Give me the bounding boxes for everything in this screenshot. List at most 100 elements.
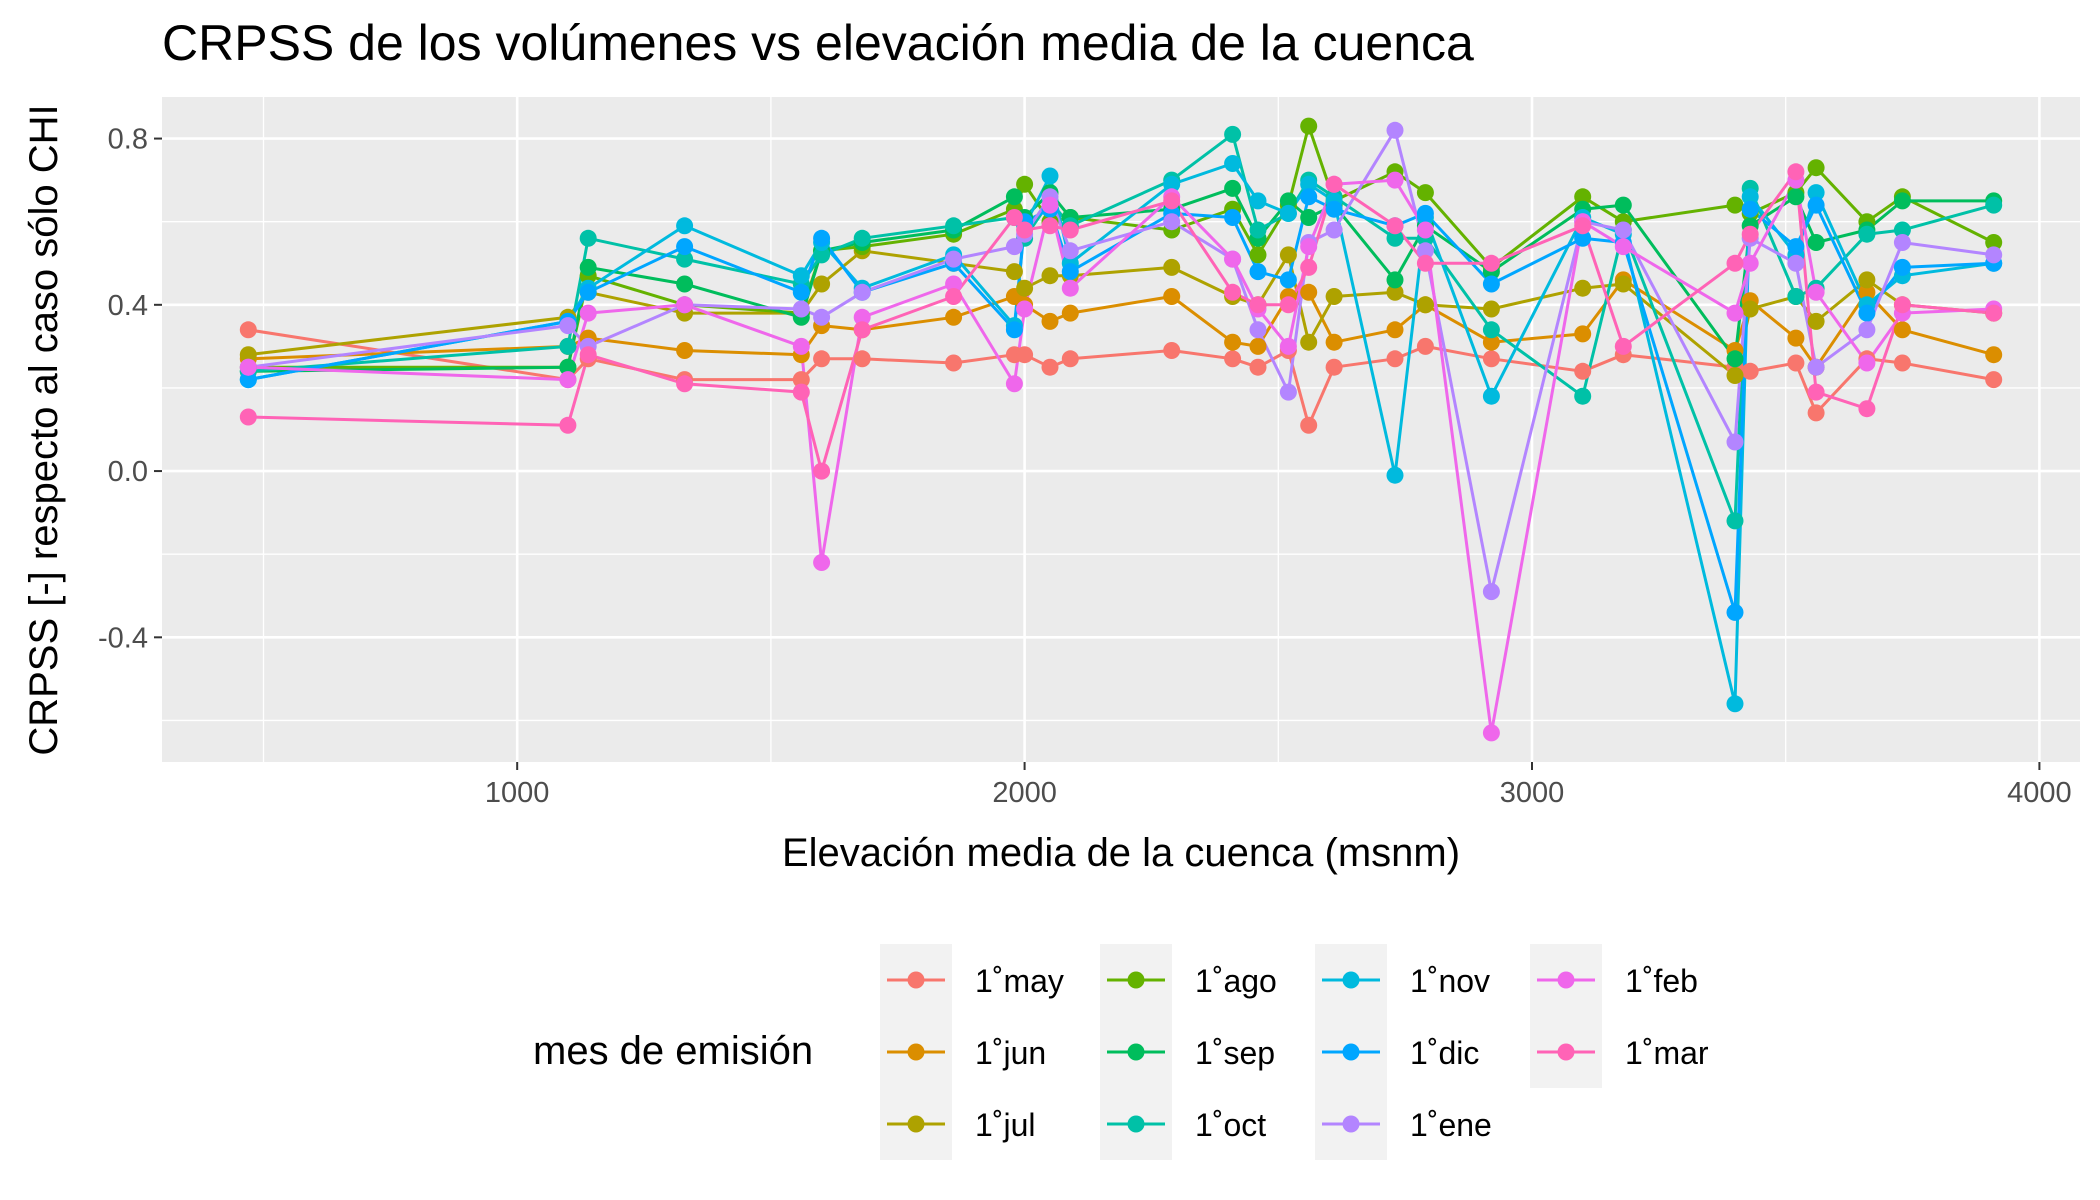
data-point-series-11 — [1016, 221, 1034, 239]
data-point-series-1 — [853, 350, 871, 368]
data-point-series-6 — [1386, 229, 1404, 247]
data-point-series-1 — [1787, 354, 1805, 372]
legend-label: 1˚ago — [1195, 963, 1277, 999]
data-point-series-11 — [1041, 217, 1059, 235]
data-point-series-8 — [579, 283, 597, 301]
data-point-series-1 — [1741, 362, 1759, 380]
data-point-series-11 — [1386, 217, 1404, 235]
legend-key-point — [907, 1115, 925, 1133]
data-point-series-9 — [1985, 246, 2003, 264]
data-point-series-11 — [239, 408, 257, 426]
legend-item: 1˚feb — [1530, 944, 1698, 1016]
legend-item: 1˚mar — [1530, 1016, 1709, 1088]
data-point-series-10 — [579, 304, 597, 322]
data-point-series-5 — [1005, 188, 1023, 206]
y-axis: -0.4 0.0 0.4 0.8 — [98, 124, 162, 654]
data-point-series-9 — [1325, 221, 1343, 239]
data-point-series-7 — [676, 217, 694, 235]
data-point-series-7 — [1300, 175, 1318, 193]
data-point-series-5 — [1614, 196, 1632, 214]
legend-label: 1˚may — [975, 963, 1064, 999]
data-point-series-10 — [1416, 221, 1434, 239]
data-point-series-9 — [1279, 383, 1297, 401]
legend-item: 1˚ago — [1100, 944, 1277, 1016]
data-point-series-9 — [1614, 221, 1632, 239]
data-point-series-5 — [1224, 179, 1242, 197]
data-point-series-11 — [1893, 296, 1911, 314]
data-point-series-9 — [813, 308, 831, 326]
data-point-series-2 — [1249, 337, 1267, 355]
data-point-series-9 — [1416, 242, 1434, 260]
data-point-series-6 — [1482, 321, 1500, 339]
data-point-series-7 — [1726, 695, 1744, 713]
data-point-series-10 — [1858, 354, 1876, 372]
legend-key-point — [1127, 1115, 1145, 1133]
data-point-series-1 — [1893, 354, 1911, 372]
data-point-series-7 — [1741, 188, 1759, 206]
data-point-series-5 — [1300, 209, 1318, 226]
data-point-series-2 — [1985, 346, 2003, 364]
data-point-series-3 — [1726, 367, 1744, 384]
data-point-series-6 — [813, 246, 831, 264]
data-point-series-2 — [1858, 283, 1876, 301]
data-point-series-6 — [676, 250, 694, 268]
x-tick-label: 4000 — [2007, 777, 2072, 809]
x-axis: 1000 2000 3000 4000 — [485, 762, 2072, 809]
data-point-series-8 — [792, 283, 810, 301]
data-point-series-9 — [1163, 213, 1181, 231]
data-point-series-10 — [813, 554, 831, 571]
data-point-series-2 — [1787, 329, 1805, 347]
data-point-series-5 — [1787, 188, 1805, 206]
data-point-series-9 — [1386, 121, 1404, 139]
data-point-series-8 — [813, 229, 831, 247]
data-point-series-1 — [1016, 346, 1034, 364]
data-point-series-1 — [1163, 342, 1181, 359]
x-tick-label: 1000 — [485, 777, 550, 809]
data-point-series-8 — [1893, 258, 1911, 276]
data-point-series-11 — [945, 288, 963, 305]
data-point-series-3 — [1041, 267, 1059, 285]
y-tick-label: 0.0 — [108, 456, 148, 488]
data-point-series-2 — [1482, 333, 1500, 351]
data-point-series-11 — [1224, 283, 1242, 301]
data-point-series-3 — [1163, 258, 1181, 276]
data-point-series-8 — [239, 371, 257, 389]
data-point-series-6 — [1224, 125, 1242, 143]
data-point-series-7 — [1249, 192, 1267, 210]
data-point-series-7 — [1807, 184, 1825, 202]
data-point-series-9 — [1893, 234, 1911, 251]
data-point-series-7 — [1386, 466, 1404, 484]
data-point-series-7 — [1482, 387, 1500, 405]
data-point-series-1 — [792, 371, 810, 389]
data-point-series-1 — [1482, 350, 1500, 368]
legend-item: 1˚sep — [1100, 1016, 1275, 1088]
data-point-series-9 — [792, 300, 810, 318]
legend-item: 1˚dic — [1315, 1016, 1479, 1088]
data-point-series-4 — [1416, 184, 1434, 202]
data-point-series-4 — [1300, 117, 1318, 135]
data-point-series-4 — [1807, 159, 1825, 177]
data-point-series-4 — [1016, 175, 1034, 193]
data-point-series-3 — [1005, 263, 1023, 281]
y-tick-label: 0.8 — [108, 124, 148, 156]
legend-label: 1˚oct — [1195, 1107, 1266, 1143]
data-point-series-11 — [1985, 304, 2003, 322]
data-point-series-8 — [1858, 304, 1876, 322]
data-point-series-2 — [1163, 288, 1181, 305]
data-point-series-3 — [1016, 279, 1034, 297]
data-point-series-8 — [1061, 263, 1079, 281]
legend: 1˚may 1˚jun 1˚jul 1˚ago 1˚sep 1˚oct 1˚nov 1˚dic… — [880, 944, 1709, 1160]
data-point-series-9 — [1858, 321, 1876, 339]
legend-label: 1˚jul — [975, 1107, 1035, 1143]
data-point-series-9 — [559, 317, 577, 335]
data-point-series-11 — [1726, 254, 1744, 272]
legend-key-point — [1342, 1043, 1360, 1061]
data-point-series-5 — [1726, 350, 1744, 368]
data-point-series-10 — [1041, 196, 1059, 214]
data-point-series-4 — [1726, 196, 1744, 214]
data-point-series-6 — [853, 229, 871, 247]
data-point-series-10 — [792, 337, 810, 355]
series-line-10 — [248, 178, 1994, 735]
data-point-series-1 — [813, 350, 831, 368]
data-point-series-7 — [1279, 204, 1297, 222]
